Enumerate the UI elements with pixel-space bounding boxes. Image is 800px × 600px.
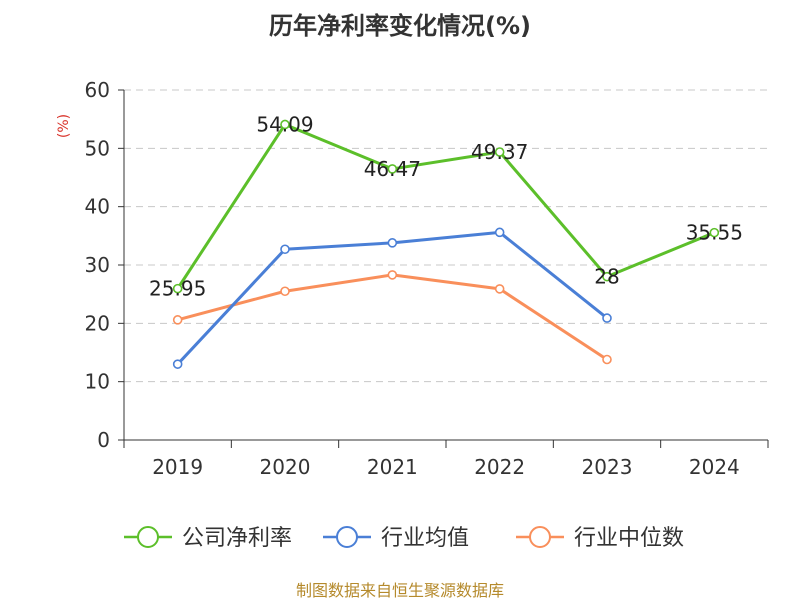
y-tick-label: 60 [85, 78, 110, 102]
legend-swatch-marker [529, 526, 551, 548]
y-tick-label: 40 [85, 195, 110, 219]
legend-swatch-marker [137, 526, 159, 548]
y-tick-label: 10 [85, 370, 110, 394]
chart-title: 历年净利率变化情况(%) [269, 12, 531, 40]
x-tick-label: 2019 [152, 455, 203, 479]
y-tick-label: 30 [85, 253, 110, 277]
data-source-note: 制图数据来自恒生聚源数据库 [296, 581, 504, 600]
data-point [494, 284, 505, 294]
legend-item: 行业均值 [323, 526, 469, 551]
y-tick-label: 50 [85, 136, 110, 160]
data-point [387, 238, 398, 248]
x-tick-label: 2024 [689, 455, 740, 479]
axes: 0 10 20 30 40 50 60 2019 2020 2021 2022 2023 2024 [85, 78, 769, 479]
y-tick-label: 20 [85, 311, 110, 335]
data-point [602, 313, 612, 323]
legend-label: 行业均值 [381, 526, 469, 551]
x-tick-label: 2021 [367, 455, 418, 479]
data-label: 46.47 [364, 157, 421, 181]
x-tick-label: 2022 [474, 455, 525, 479]
legend-swatch-marker [336, 526, 358, 548]
series-lines [172, 119, 720, 369]
data-label: 35.55 [686, 221, 743, 245]
y-axis-label: (%) [56, 114, 72, 138]
data-point [172, 315, 183, 325]
data-label: 49.37 [471, 140, 528, 164]
data-point [387, 270, 398, 280]
legend-label: 公司净利率 [182, 526, 292, 551]
data-point [172, 283, 183, 294]
legend-label: 行业中位数 [574, 526, 684, 551]
series-line [176, 122, 715, 290]
y-tick-label: 0 [97, 428, 110, 452]
data-label: 28 [594, 265, 619, 289]
data-point [280, 286, 290, 297]
legend-item: 行业中位数 [516, 526, 684, 551]
data-labels: 25.95 54.09 46.47 49.37 28 35.55 [149, 112, 743, 300]
data-point [494, 147, 505, 157]
data-point [387, 164, 398, 174]
legend-item: 公司净利率 [124, 526, 292, 551]
series-line [177, 273, 608, 361]
series-line [176, 230, 608, 366]
x-tick-label: 2020 [260, 455, 311, 479]
data-point [280, 119, 290, 130]
data-label: 54.09 [256, 112, 313, 136]
data-point [602, 271, 612, 282]
data-label: 25.95 [149, 277, 206, 301]
data-point [494, 227, 505, 238]
data-point [280, 244, 290, 255]
data-point [602, 354, 612, 365]
grid-lines [124, 89, 768, 383]
data-point [709, 227, 720, 238]
x-tick-label: 2023 [582, 455, 633, 479]
legend: 公司净利率 行业均值 行业中位数 [124, 526, 684, 551]
data-point [172, 359, 183, 369]
